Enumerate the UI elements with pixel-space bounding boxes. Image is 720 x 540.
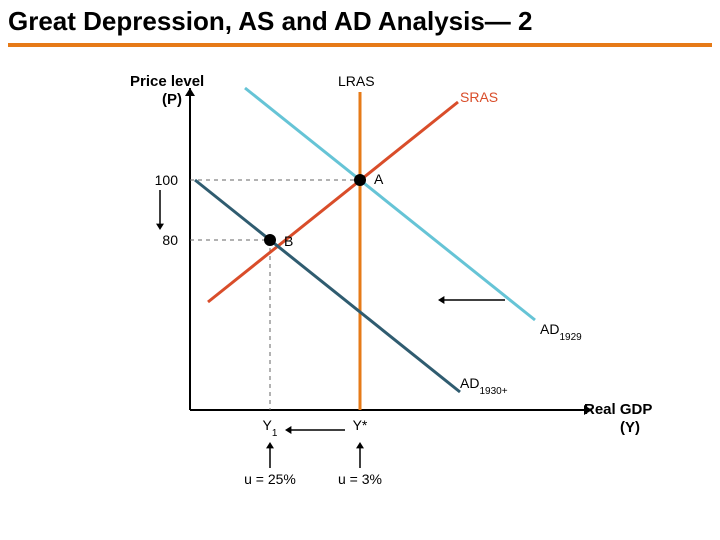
svg-text:SRAS: SRAS (460, 89, 498, 105)
svg-text:Y*: Y* (353, 417, 368, 433)
svg-text:u = 3%: u = 3% (338, 471, 382, 487)
page-title: Great Depression, AS and AD Analysis— 2 (8, 6, 712, 37)
svg-text:100: 100 (155, 172, 179, 188)
svg-text:LRAS: LRAS (338, 73, 375, 89)
svg-text:u = 25%: u = 25% (244, 471, 296, 487)
svg-text:A: A (374, 171, 384, 187)
title-bar: Great Depression, AS and AD Analysis— 2 (0, 0, 720, 47)
svg-text:AD1929: AD1929 (540, 321, 582, 343)
svg-text:(P): (P) (162, 91, 182, 108)
svg-text:Price level: Price level (130, 73, 204, 90)
as-ad-chart: Price level(P) Real GDP(Y) 100 80 LRAS SRAS AD… (60, 70, 660, 510)
svg-text:B: B (284, 233, 293, 249)
title-underline (8, 43, 712, 47)
chart-container: Price level(P) Real GDP(Y) 100 80 LRAS SRAS AD… (60, 70, 660, 515)
svg-text:Y1: Y1 (263, 417, 278, 439)
svg-text:AD1930+: AD1930+ (460, 375, 508, 397)
svg-text:80: 80 (162, 232, 178, 248)
svg-text:Real GDP: Real GDP (584, 401, 652, 418)
svg-text:(Y): (Y) (620, 419, 640, 436)
